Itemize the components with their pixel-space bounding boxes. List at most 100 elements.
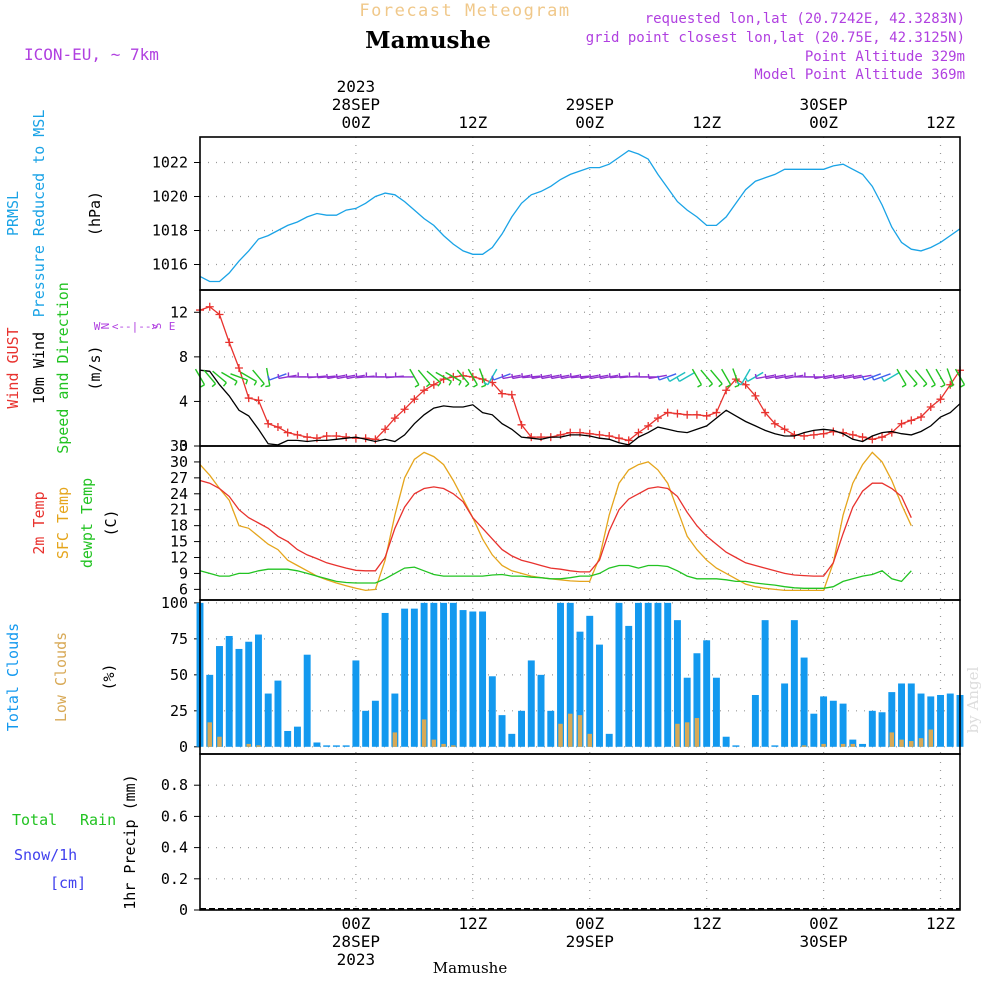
low_clouds-bar bbox=[694, 718, 700, 747]
total_clouds-bar bbox=[898, 683, 906, 747]
credit-text: by Angel bbox=[964, 666, 982, 733]
gust-marker bbox=[595, 430, 604, 439]
wind-barb-flag bbox=[598, 373, 602, 379]
wind-barb bbox=[417, 369, 431, 385]
pressure-tick-label: 1016 bbox=[152, 256, 188, 274]
wind-barb-flag bbox=[579, 373, 582, 379]
gust-marker bbox=[459, 371, 468, 380]
wind-barb bbox=[883, 371, 900, 383]
low_clouds-bar bbox=[587, 733, 592, 747]
wind-barb-flag bbox=[414, 384, 420, 388]
wind-barb-flag bbox=[448, 381, 452, 386]
total_clouds-bar bbox=[449, 602, 457, 747]
wind-barb-flag bbox=[550, 373, 553, 379]
wind-barb bbox=[914, 369, 928, 385]
total_clouds-bar bbox=[790, 620, 798, 747]
wind-barb bbox=[873, 373, 891, 381]
temperature-tick-label: 6 bbox=[179, 580, 188, 598]
wind-barb-flag bbox=[657, 375, 660, 381]
wind-barb bbox=[346, 374, 365, 380]
total_clouds-bar bbox=[391, 693, 399, 747]
gust-marker bbox=[653, 414, 662, 423]
pressure-tick-label: 1020 bbox=[152, 188, 188, 206]
low_clouds-bar bbox=[568, 713, 573, 747]
wind-barb-flag bbox=[871, 375, 875, 381]
total_clouds-bar bbox=[216, 646, 223, 747]
wind-barb bbox=[278, 374, 297, 380]
pressure-tick-label: 1022 bbox=[152, 154, 188, 172]
time-label-bottom: 30SEP bbox=[800, 932, 848, 951]
precip-tick-label: 0.2 bbox=[161, 870, 188, 888]
total_clouds-bar bbox=[849, 739, 857, 747]
wind-barb bbox=[710, 369, 723, 385]
gust-marker bbox=[624, 436, 633, 445]
total_clouds-bar bbox=[820, 696, 828, 747]
total_clouds-bar bbox=[810, 713, 818, 747]
clouds-tick-label: 100 bbox=[161, 594, 188, 612]
temperature-axis-label: 2m Temp bbox=[30, 491, 48, 554]
time-label-top: 12Z bbox=[692, 113, 721, 132]
gust-marker bbox=[273, 423, 282, 432]
total_clouds-bar bbox=[498, 715, 506, 747]
total_clouds-bar bbox=[313, 742, 321, 747]
total_clouds-bar bbox=[293, 726, 301, 747]
model-label: ICON-EU, ~ 7km bbox=[24, 45, 159, 64]
clouds-tick-label: 0 bbox=[179, 738, 188, 756]
wind-barb-flag bbox=[881, 377, 885, 382]
gust-marker bbox=[780, 425, 789, 434]
total_clouds-bar bbox=[634, 602, 642, 747]
wind-barb bbox=[212, 370, 227, 384]
precip-label-snow: Snow/1h bbox=[14, 846, 77, 864]
wind-barb bbox=[925, 368, 936, 386]
wind-barb-flag bbox=[784, 373, 787, 379]
time-label-bottom: 00Z bbox=[809, 914, 838, 933]
wind-barb-flag bbox=[940, 384, 946, 388]
total_clouds-bar bbox=[927, 696, 935, 747]
wind-barb bbox=[904, 369, 918, 385]
total_clouds-bar bbox=[420, 602, 428, 747]
wind-barb bbox=[679, 371, 696, 383]
wind-line bbox=[199, 369, 961, 446]
clouds-tick-label: 25 bbox=[170, 702, 188, 720]
low_clouds-bar bbox=[675, 723, 680, 747]
total_clouds-bar bbox=[508, 733, 516, 747]
gust-marker bbox=[303, 433, 312, 442]
gust-marker bbox=[702, 411, 711, 420]
gust-marker bbox=[264, 419, 273, 428]
gust-marker bbox=[683, 410, 692, 419]
total_clouds-bar bbox=[917, 693, 925, 747]
wind-barb bbox=[221, 371, 238, 383]
wind-barb-flag bbox=[913, 383, 918, 388]
gust-marker bbox=[332, 431, 341, 440]
low_clouds-bar bbox=[451, 745, 456, 747]
total_clouds-bar bbox=[440, 602, 448, 747]
gust-marker bbox=[712, 408, 721, 417]
gust-marker bbox=[926, 403, 935, 411]
low_clouds-bar bbox=[850, 743, 856, 747]
gust-marker bbox=[936, 395, 945, 404]
total_clouds-bar bbox=[206, 674, 214, 747]
sfc-line bbox=[199, 451, 912, 592]
wind-barb-flag bbox=[744, 377, 749, 382]
wind-barb-flag bbox=[253, 381, 258, 386]
total_clouds-bar bbox=[644, 602, 652, 747]
temp-line bbox=[199, 479, 912, 577]
temperature-tick-label: 12 bbox=[170, 549, 188, 567]
low_clouds-bar bbox=[840, 743, 846, 747]
compass-s: S bbox=[151, 323, 164, 330]
wind-barb-flag bbox=[200, 384, 205, 388]
wind-barb bbox=[935, 368, 946, 386]
temperature-axis-label: dewpt Temp bbox=[78, 478, 96, 568]
total_clouds-bar bbox=[761, 620, 769, 747]
wind-barb bbox=[700, 369, 713, 385]
temperature-tick-label: 18 bbox=[170, 517, 188, 535]
total_clouds-bar bbox=[781, 683, 789, 747]
wind-barb bbox=[740, 368, 751, 386]
wind-barb bbox=[456, 369, 470, 385]
compass-e: E bbox=[169, 320, 176, 333]
wind-barb bbox=[721, 368, 732, 386]
gust-marker bbox=[342, 433, 351, 442]
